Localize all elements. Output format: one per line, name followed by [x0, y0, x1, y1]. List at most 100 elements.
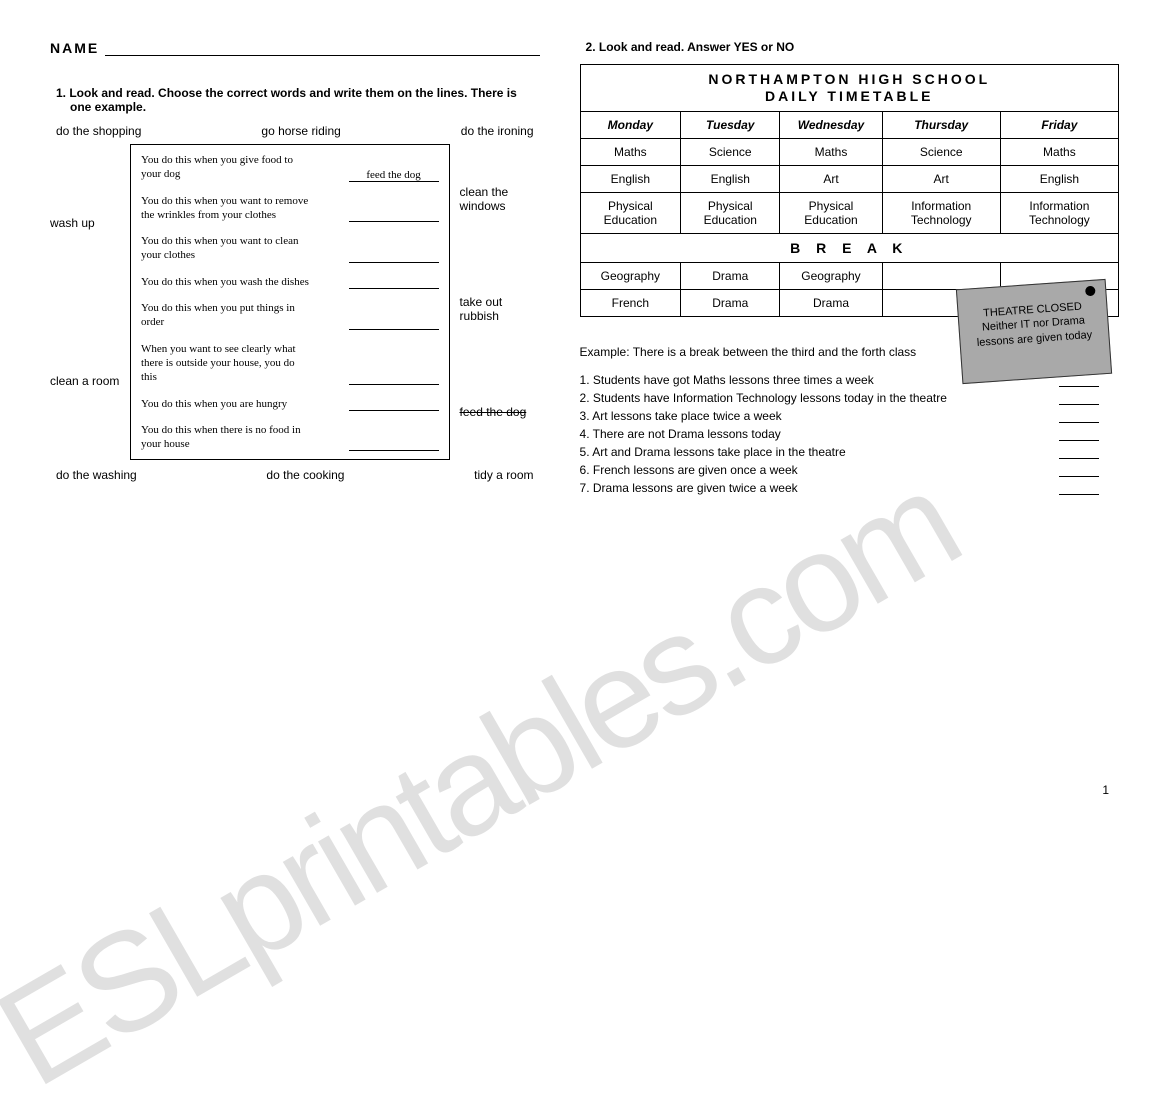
left-column: NAME 1. Look and read. Choose the correc…: [50, 40, 540, 499]
wordbank-right: clean the windows take out rubbish feed …: [460, 144, 540, 460]
definition-row: You do this when there is no food in you…: [141, 423, 439, 452]
question-row: 6. French lessons are given once a week: [580, 463, 1119, 477]
timetable-title: NORTHAMPTON HIGH SCHOOLDAILY TIMETABLE: [580, 65, 1118, 112]
definition-row: You do this when you want to clean your …: [141, 234, 439, 263]
answer-blank[interactable]: [349, 329, 439, 330]
day-header: Monday: [580, 111, 681, 138]
cell: Maths: [1000, 138, 1118, 165]
question-text: 2. Students have Information Technology …: [580, 391, 947, 405]
answer-blank[interactable]: feed the dog: [349, 169, 439, 182]
day-header: Tuesday: [681, 111, 780, 138]
definition-text: You do this when there is no food in you…: [141, 423, 311, 452]
word-option-struck: feed the dog: [460, 405, 540, 419]
table-row: Physical Education Physical Education Ph…: [580, 192, 1118, 233]
definition-text: You do this when you are hungry: [141, 397, 311, 411]
answer-line[interactable]: [1059, 447, 1099, 459]
cell: Information Technology: [882, 192, 1000, 233]
definition-text: You do this when you want to clean your …: [141, 234, 311, 263]
definition-text: You do this when you put things in order: [141, 301, 311, 330]
cell: Art: [780, 165, 882, 192]
question-row: 4. There are not Drama lessons today: [580, 427, 1119, 441]
answer-blank[interactable]: [349, 262, 439, 263]
question-row: 3. Art lessons take place twice a week: [580, 409, 1119, 423]
cell: Physical Education: [681, 192, 780, 233]
word-option: take out rubbish: [460, 295, 540, 323]
sticky-note: THEATRE CLOSEDNeither IT nor Drama lesso…: [956, 279, 1112, 384]
table-row: Maths Science Maths Science Maths: [580, 138, 1118, 165]
answer-blank[interactable]: [349, 221, 439, 222]
definition-text: You do this when you want to remove the …: [141, 194, 311, 223]
question-text: 7. Drama lessons are given twice a week: [580, 481, 798, 495]
watermark: ESLprintables.com: [0, 442, 982, 1118]
name-input-line[interactable]: [105, 42, 539, 56]
answer-blank[interactable]: [349, 384, 439, 385]
word-option: clean the windows: [460, 185, 540, 213]
word-option: do the ironing: [461, 124, 534, 138]
wordbank-top: do the shopping go horse riding do the i…: [50, 124, 540, 138]
question-text: 3. Art lessons take place twice a week: [580, 409, 782, 423]
cell: Art: [882, 165, 1000, 192]
answer-line[interactable]: [1059, 411, 1099, 423]
question-row: 2. Students have Information Technology …: [580, 391, 1119, 405]
page-number: 1: [1102, 783, 1109, 797]
word-option: do the shopping: [56, 124, 141, 138]
day-header: Wednesday: [780, 111, 882, 138]
pin-icon: [1085, 286, 1096, 297]
definition-row: You do this when you are hungry: [141, 397, 439, 411]
answer-blank[interactable]: [349, 288, 439, 289]
day-header: Thursday: [882, 111, 1000, 138]
definition-text: When you want to see clearly what there …: [141, 342, 311, 385]
definition-row: You do this when you want to remove the …: [141, 194, 439, 223]
cell: Science: [882, 138, 1000, 165]
task1-middle: wash up clean a room You do this when yo…: [50, 144, 540, 460]
cell: Geography: [780, 262, 882, 289]
note-text: THEATRE CLOSEDNeither IT nor Drama lesso…: [968, 299, 1099, 351]
question-row: 5. Art and Drama lessons take place in t…: [580, 445, 1119, 459]
wordbank-left: wash up clean a room: [50, 144, 120, 460]
answer-blank[interactable]: [349, 410, 439, 411]
cell: Maths: [780, 138, 882, 165]
example-text: Example: There is a break between the th…: [580, 345, 917, 359]
word-option: clean a room: [50, 374, 120, 388]
answer-blank[interactable]: [349, 450, 439, 451]
wordbank-bottom: do the washing do the cooking tidy a roo…: [50, 468, 540, 482]
worksheet-columns: NAME 1. Look and read. Choose the correc…: [50, 40, 1119, 499]
day-header: Friday: [1000, 111, 1118, 138]
questions-list: 1. Students have got Maths lessons three…: [580, 373, 1119, 495]
cell: [882, 262, 1000, 289]
answer-line[interactable]: [1059, 429, 1099, 441]
definition-row: You do this when you give food to your d…: [141, 153, 439, 182]
cell: Information Technology: [1000, 192, 1118, 233]
definition-row: You do this when you put things in order: [141, 301, 439, 330]
word-option: tidy a room: [474, 468, 533, 482]
word-option: wash up: [50, 216, 120, 230]
timetable-days-row: Monday Tuesday Wednesday Thursday Friday: [580, 111, 1118, 138]
cell: Science: [681, 138, 780, 165]
right-column: 2. Look and read. Answer YES or NO NORTH…: [580, 40, 1119, 499]
cell: Drama: [681, 289, 780, 316]
answer-line[interactable]: [1059, 393, 1099, 405]
definitions-box: You do this when you give food to your d…: [130, 144, 450, 460]
cell: Maths: [580, 138, 681, 165]
word-option: do the cooking: [266, 468, 344, 482]
cell: Drama: [681, 262, 780, 289]
question-row: 7. Drama lessons are given twice a week: [580, 481, 1119, 495]
break-row: B R E A K: [580, 233, 1118, 262]
cell: English: [580, 165, 681, 192]
word-option: do the washing: [56, 468, 137, 482]
cell: Drama: [780, 289, 882, 316]
definition-row: You do this when you wash the dishes: [141, 275, 439, 289]
definition-text: You do this when you wash the dishes: [141, 275, 311, 289]
timetable: NORTHAMPTON HIGH SCHOOLDAILY TIMETABLE M…: [580, 64, 1119, 317]
cell: Physical Education: [580, 192, 681, 233]
example-label: Example:: [580, 345, 630, 359]
cell: English: [681, 165, 780, 192]
cell: Geography: [580, 262, 681, 289]
definition-text: You do this when you give food to your d…: [141, 153, 311, 182]
table-row: English English Art Art English: [580, 165, 1118, 192]
question-text: 5. Art and Drama lessons take place in t…: [580, 445, 846, 459]
definition-row: When you want to see clearly what there …: [141, 342, 439, 385]
task2-heading: 2. Look and read. Answer YES or NO: [580, 40, 1119, 54]
answer-line[interactable]: [1059, 465, 1099, 477]
answer-line[interactable]: [1059, 483, 1099, 495]
